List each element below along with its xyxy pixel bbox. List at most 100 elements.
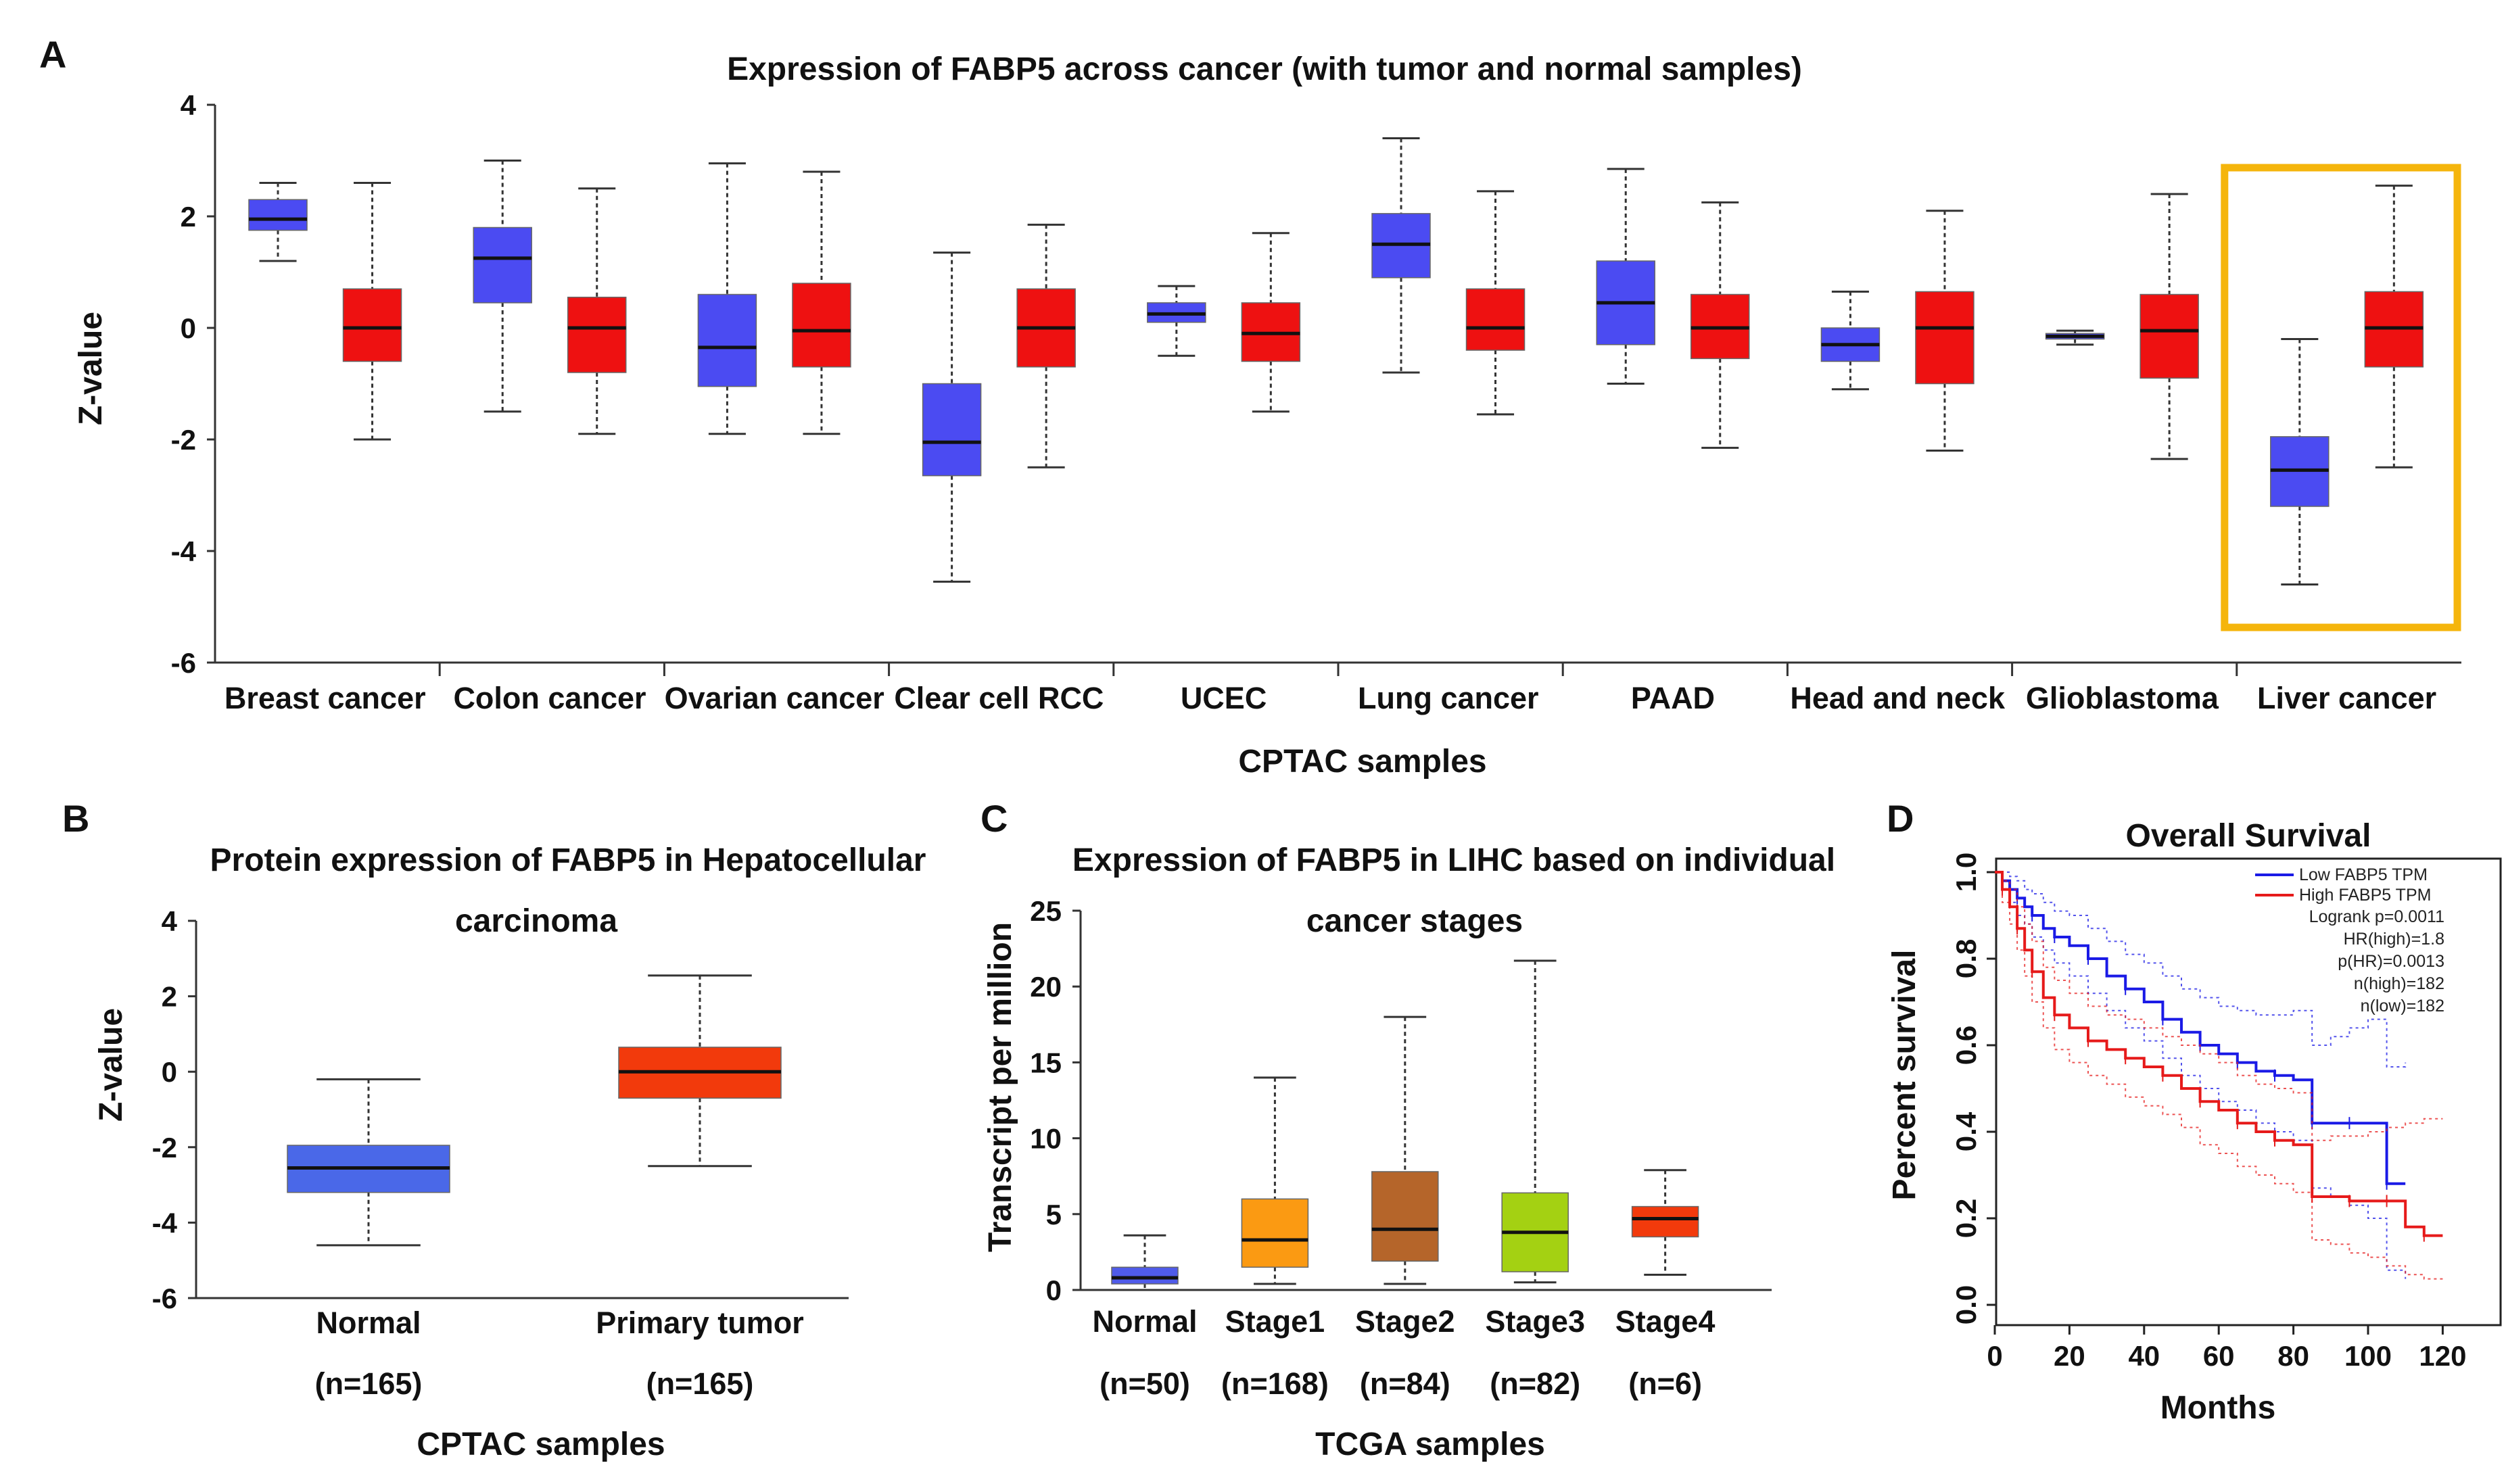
panel-d-plot-frame — [1995, 857, 2502, 1326]
panel-a-tumor-7-box — [1915, 291, 1975, 385]
panel-a-category-label: Head and neck — [1790, 681, 2006, 715]
panel-a-category-label: Glioblastoma — [2026, 681, 2219, 715]
panel-c-category-label: Stage3 — [1485, 1304, 1585, 1339]
panel-a-tumor-2-box — [792, 283, 851, 368]
panel-c-category-label: Normal — [1092, 1304, 1197, 1339]
panel-letter-a: A — [39, 33, 66, 76]
panel-d-title: Overall Survival — [2126, 818, 2371, 854]
panel-b-category-label: Normal — [316, 1306, 421, 1340]
panel-letter-b: B — [62, 797, 89, 840]
panel-b-ytick-label: -6 — [152, 1283, 177, 1314]
panel-a-category-label: Colon cancer — [453, 681, 646, 715]
panel-a-category-label: Ovarian cancer — [665, 681, 884, 715]
panel-d-ytick-label: 1.0 — [1950, 853, 1982, 892]
panel-c-box-1-box — [1241, 1198, 1309, 1268]
panel-c-xlabel: TCGA samples — [1315, 1427, 1545, 1462]
panel-a-title: Expression of FABP5 across cancer (with … — [727, 51, 1802, 87]
panel-d-xlabel: Months — [2160, 1390, 2276, 1426]
panel-c-box-0-box — [1111, 1266, 1179, 1285]
panel-c-ytick-label: 15 — [1030, 1047, 1062, 1078]
panel-d-ci-upper-1 — [1995, 871, 2443, 1141]
panel-d-xtick-label: 60 — [2203, 1340, 2235, 1372]
panel-a-normal-0-box — [248, 199, 308, 231]
panel-c-chart: Expression of FABP5 in LIHC based on ind… — [983, 842, 1835, 1462]
panel-a-ytick-label: -4 — [171, 535, 197, 567]
panel-b-ytick-label: -4 — [152, 1207, 178, 1239]
panel-d-ytick-label: 0.2 — [1950, 1199, 1982, 1238]
panel-a-ylabel: Z-value — [73, 312, 109, 425]
panel-c-n-label: (n=6) — [1628, 1366, 1702, 1401]
panel-d-legend-stat: Logrank p=0.0011 — [2309, 907, 2444, 926]
panel-a-ytick-label: -6 — [171, 647, 196, 679]
panel-b-title-line-2: carcinoma — [455, 903, 617, 939]
panel-a-highlight-frame — [2221, 164, 2461, 631]
panel-a-category-label: Breast cancer — [224, 681, 426, 715]
panel-c-n-label: (n=82) — [1490, 1366, 1580, 1401]
panel-a-chart: Expression of FABP5 across cancer (with … — [73, 51, 2461, 780]
panel-c-ytick-label: 5 — [1046, 1199, 1062, 1230]
panel-a-tumor-0-box — [342, 288, 402, 362]
panel-c-category-label: Stage4 — [1615, 1304, 1716, 1339]
panel-d-survival-curve-0 — [1995, 871, 2406, 1185]
panel-d-legend-label: Low FABP5 TPM — [2299, 865, 2428, 884]
panel-d-xtick-label: 0 — [1987, 1340, 2002, 1372]
panel-a-tumor-1-box — [567, 296, 627, 373]
panel-a-category-label: Lung cancer — [1358, 681, 1539, 715]
panel-b-ytick-label: 4 — [162, 905, 178, 937]
panel-a-category-label: Liver cancer — [2257, 681, 2436, 715]
panel-a-ytick-label: -2 — [171, 424, 196, 456]
panel-letter-d: D — [1887, 797, 1914, 840]
panel-b-n-label: (n=165) — [315, 1366, 423, 1401]
panel-d-ytick-label: 0.0 — [1950, 1285, 1982, 1324]
panel-d-xtick-label: 100 — [2344, 1340, 2392, 1372]
panel-c-ytick-label: 10 — [1030, 1123, 1062, 1155]
panel-letter-c: C — [980, 797, 1008, 840]
panel-a-category-label: Clear cell RCC — [894, 681, 1104, 715]
panel-b-chart: Protein expression of FABP5 in Hepatocel… — [93, 842, 926, 1462]
panel-c-ytick-label: 25 — [1030, 895, 1062, 927]
panel-a-tumor-5-box — [1465, 288, 1526, 351]
panel-a-normal-3-box — [922, 383, 982, 477]
panel-b-ylabel: Z-value — [93, 1008, 129, 1122]
panel-c-box-4-box — [1631, 1205, 1699, 1238]
panel-d-legend-stat: n(high)=182 — [2354, 974, 2444, 993]
panel-c-category-label: Stage1 — [1225, 1304, 1325, 1339]
panel-d-ytick-label: 0.8 — [1950, 939, 1982, 978]
panel-d-legend-label: High FABP5 TPM — [2299, 886, 2431, 905]
panel-b-ytick-label: 2 — [162, 981, 177, 1013]
panel-c-ylabel: Transcript per million — [983, 922, 1018, 1252]
panel-d-xtick-label: 20 — [2054, 1340, 2085, 1372]
panel-c-ytick-label: 0 — [1046, 1274, 1062, 1306]
panel-a-xlabel: CPTAC samples — [1238, 744, 1486, 780]
panel-b-ytick-label: -2 — [152, 1132, 177, 1164]
panel-d-chart: Overall Survival Months Percent survival… — [1887, 818, 2502, 1426]
panel-a-ytick-label: 2 — [181, 201, 196, 233]
panel-b-ytick-label: 0 — [162, 1056, 177, 1088]
panel-d-legend-stat: p(HR)=0.0013 — [2338, 952, 2444, 971]
panel-c-n-label: (n=50) — [1100, 1366, 1190, 1401]
panel-b-category-label: Primary tumor — [596, 1306, 804, 1340]
panel-a-tumor-8-box — [2139, 293, 2199, 379]
panel-c-category-label: Stage2 — [1355, 1304, 1455, 1339]
panel-d-legend-stat: HR(high)=1.8 — [2344, 930, 2444, 949]
panel-d-xtick-label: 80 — [2277, 1340, 2309, 1372]
panel-a-normal-1-box — [473, 226, 532, 304]
panel-a-ytick-label: 4 — [181, 89, 197, 121]
panel-c-title-line-1: Expression of FABP5 in LIHC based on ind… — [1072, 842, 1835, 878]
panel-d-xtick-label: 120 — [2419, 1340, 2466, 1372]
panel-d-xtick-label: 40 — [2128, 1340, 2160, 1372]
panel-d-ylabel: Percent survival — [1887, 950, 1922, 1201]
panel-c-box-2-box — [1371, 1171, 1439, 1262]
panel-d-ytick-label: 0.6 — [1950, 1026, 1982, 1065]
panel-c-n-label: (n=168) — [1221, 1366, 1329, 1401]
panel-a-category-label: PAAD — [1631, 681, 1715, 715]
panel-b-title-line-1: Protein expression of FABP5 in Hepatocel… — [210, 842, 926, 878]
panel-a-normal-2-box — [697, 293, 757, 387]
panel-c-n-label: (n=84) — [1360, 1366, 1450, 1401]
panel-c-ytick-label: 20 — [1030, 971, 1062, 1003]
panel-d-ci-upper-0 — [1995, 871, 2407, 1068]
panel-d-legend-stat: n(low)=182 — [2361, 997, 2444, 1015]
panel-d-ytick-label: 0.4 — [1950, 1111, 1982, 1151]
panel-b-n-label: (n=165) — [646, 1366, 754, 1401]
